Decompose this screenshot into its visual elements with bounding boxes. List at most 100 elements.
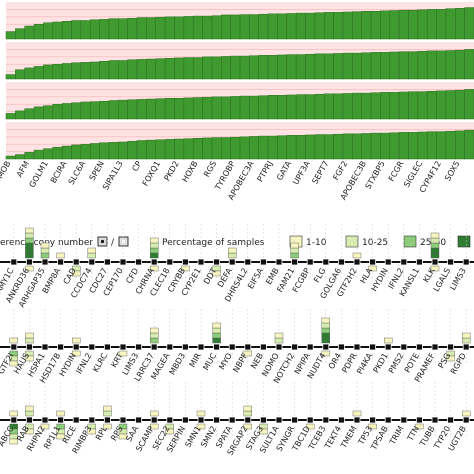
bar	[15, 28, 25, 40]
bar	[164, 16, 175, 40]
bar	[61, 20, 72, 40]
bar	[43, 105, 54, 120]
reference-marker	[462, 343, 470, 351]
reference-marker	[431, 343, 439, 351]
bar	[239, 136, 250, 160]
reference-marker	[181, 258, 189, 266]
stack-box	[25, 405, 34, 412]
bar	[211, 96, 222, 120]
bar	[221, 96, 231, 120]
bar	[436, 50, 447, 80]
bar	[258, 95, 269, 120]
bar	[230, 96, 241, 120]
reference-marker	[41, 258, 49, 266]
reference-marker	[431, 416, 439, 424]
stack-box	[118, 350, 128, 357]
reference-marker	[197, 258, 205, 266]
bar	[5, 155, 16, 160]
bar	[398, 51, 409, 80]
reference-marker	[150, 343, 158, 351]
bar	[108, 18, 119, 40]
loss-stack	[56, 423, 65, 440]
bar	[221, 14, 231, 40]
stack-box	[9, 438, 19, 445]
stack-box	[71, 350, 81, 357]
bar	[258, 55, 269, 80]
gain-stack	[290, 242, 299, 259]
stack-box	[118, 433, 128, 440]
bar	[249, 14, 259, 40]
stack-box	[243, 410, 253, 417]
loss-stack	[25, 350, 34, 362]
reference-marker	[400, 258, 408, 266]
bar	[380, 52, 391, 80]
bar	[80, 143, 91, 160]
bar	[127, 59, 138, 80]
bar	[108, 60, 119, 80]
bar	[164, 139, 175, 160]
bar	[323, 53, 334, 80]
bar	[183, 16, 194, 40]
stack-box	[25, 428, 34, 435]
reference-marker	[306, 258, 314, 266]
bar	[71, 20, 82, 40]
bar	[267, 55, 278, 80]
bar	[361, 92, 372, 120]
stack-box	[430, 247, 440, 254]
bar	[267, 13, 278, 40]
bar	[323, 12, 334, 40]
x-tick-label: BCIRA	[49, 159, 69, 185]
reference-marker	[353, 258, 361, 266]
bar	[155, 139, 166, 160]
stack-box	[25, 265, 34, 272]
bar	[352, 133, 362, 160]
reference-marker	[25, 258, 33, 266]
x-tick-label: SLC6A	[67, 159, 88, 186]
bar	[230, 14, 241, 40]
gain-stack	[25, 332, 34, 344]
stack-box	[274, 337, 284, 344]
x-tick-label: MOB	[0, 160, 12, 181]
stack-box	[40, 247, 50, 254]
bar	[464, 49, 474, 80]
bar	[286, 135, 297, 160]
stack-box	[321, 350, 330, 357]
stack-box	[25, 332, 34, 339]
bar	[221, 137, 231, 160]
bar	[192, 57, 203, 80]
bar	[333, 133, 344, 160]
bar	[361, 52, 372, 80]
loss-stack	[87, 423, 97, 435]
loss-stack	[118, 350, 128, 357]
gain-stack	[462, 410, 471, 417]
loss-stack	[368, 265, 377, 272]
reference-marker	[275, 416, 283, 424]
stack-box	[25, 355, 34, 362]
x-tick-label: MUC	[201, 351, 218, 372]
stack-box	[430, 242, 440, 249]
stack-box	[243, 405, 253, 412]
loss-stack	[212, 265, 221, 277]
bar	[417, 131, 428, 160]
bar	[127, 99, 138, 120]
loss-stack	[9, 423, 19, 445]
stack-box	[321, 317, 330, 324]
bar	[61, 63, 72, 80]
stack-box	[430, 252, 440, 259]
stack-box	[259, 428, 268, 435]
stack-box	[384, 337, 393, 344]
stack-box	[430, 232, 440, 239]
loss-stack	[259, 423, 268, 435]
bar	[80, 101, 91, 120]
bar	[24, 152, 35, 160]
reference-marker	[57, 416, 64, 424]
x-tick-label: KLRC	[91, 351, 109, 374]
stack-box	[25, 247, 34, 254]
reference-marker	[72, 258, 80, 266]
gain-stack	[243, 405, 253, 417]
reference-marker	[384, 416, 392, 424]
stack-box	[181, 265, 190, 272]
bar	[305, 134, 316, 160]
reference-marker	[228, 258, 236, 266]
x-tick-label: EIF5A	[246, 266, 265, 291]
